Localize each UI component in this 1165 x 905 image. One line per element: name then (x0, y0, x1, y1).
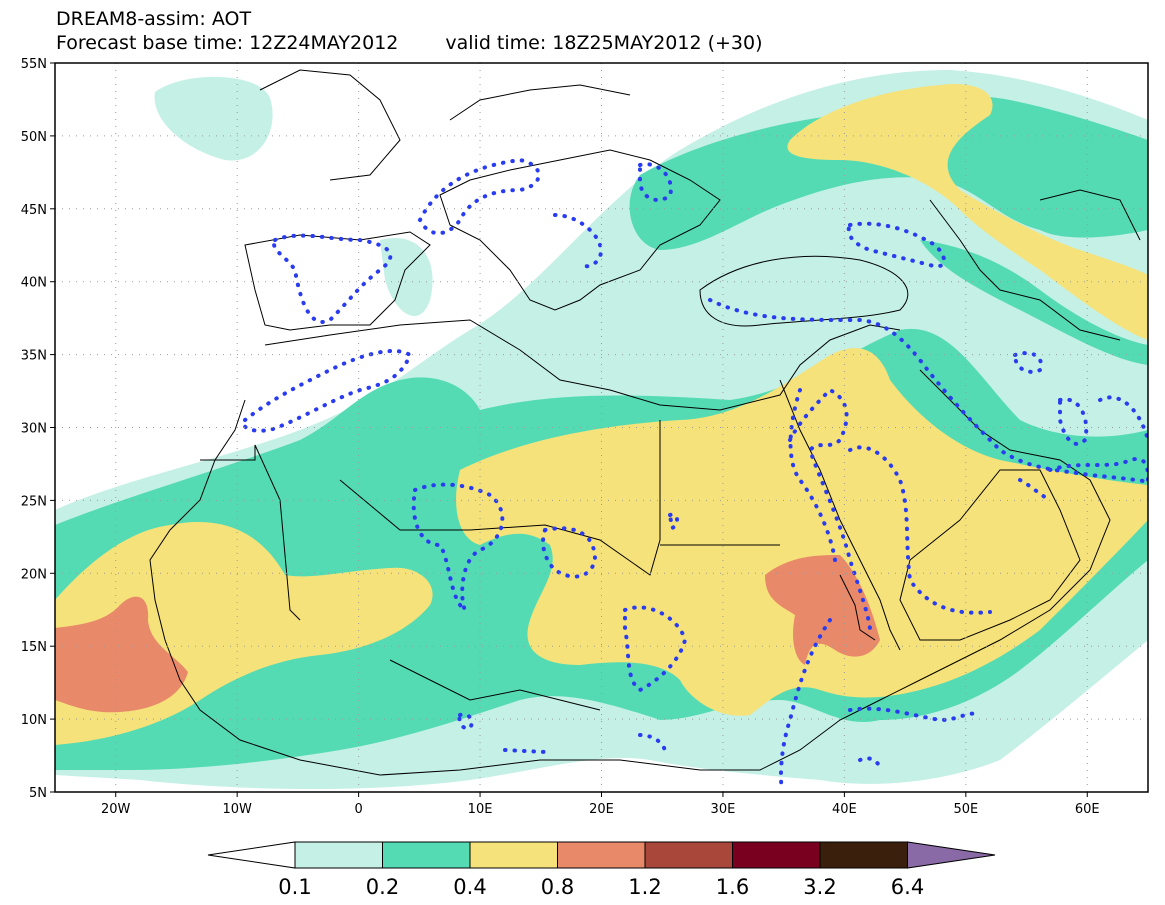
lon-tick-label: 20W (101, 802, 131, 817)
lat-tick-label: 15N (21, 640, 47, 655)
coastlines-borders (149, 69, 1141, 776)
map-title: DREAM8-assim: AOT (56, 8, 252, 30)
latitude-axis: 55N 50N 45N 40N 35N 30N 25N 20N 15N 10N 5N (21, 57, 55, 801)
lat-tick-label: 25N (21, 494, 47, 509)
lat-tick-label: 55N (21, 57, 47, 72)
colorbar-box (732, 841, 821, 869)
map-subtitle: Forecast base time: 12Z24MAY2012 valid ti… (56, 33, 763, 53)
colorbar-label: 1.6 (716, 875, 749, 899)
colorbar-box (294, 841, 383, 869)
colorbar-box (557, 841, 646, 869)
colorbar-label: 0.4 (453, 875, 486, 899)
colorbar-label: 0.8 (541, 875, 574, 899)
lon-tick-label: 30E (711, 802, 736, 817)
lon-tick-label: 60E (1075, 802, 1100, 817)
colorbar: 0.1 0.2 0.4 0.8 1.2 1.6 3.2 6.4 (207, 841, 996, 899)
lat-tick-label: 5N (29, 786, 47, 801)
lat-tick-label: 30N (21, 422, 47, 437)
aot-field-0-8 (55, 555, 880, 713)
colorbar-low-arrow (207, 841, 296, 869)
base-time-label: Forecast base time: 12Z24MAY2012 (56, 32, 399, 54)
lat-tick-label: 50N (21, 130, 47, 145)
colorbar-high-arrow (907, 841, 996, 869)
aot-field-0-4 (55, 84, 1148, 745)
observation-dotted-contours (242, 157, 1148, 792)
lon-tick-label: 0 (354, 802, 362, 817)
valid-time-label: valid time: 18Z25MAY2012 (+30) (445, 32, 763, 54)
lon-tick-label: 10W (222, 802, 252, 817)
lon-tick-label: 40E (832, 802, 857, 817)
longitude-axis: 20W 10W 0 10E 20E 30E 40E 50E 60E (101, 792, 1100, 817)
lon-tick-label: 50E (953, 802, 978, 817)
colorbar-box (469, 841, 558, 869)
lat-tick-label: 10N (21, 713, 47, 728)
graticule (55, 63, 1148, 792)
colorbar-box (382, 841, 471, 869)
colorbar-label: 3.2 (803, 875, 836, 899)
lon-tick-label: 10E (468, 802, 493, 817)
lon-tick-label: 20E (589, 802, 614, 817)
colorbar-label: 1.2 (628, 875, 661, 899)
lat-tick-label: 35N (21, 349, 47, 364)
colorbar-box (819, 841, 908, 869)
lat-tick-label: 20N (21, 567, 47, 582)
colorbar-label: 6.4 (891, 875, 924, 899)
colorbar-box (644, 841, 733, 869)
colorbar-label: 0.1 (278, 875, 311, 899)
lat-tick-label: 40N (21, 276, 47, 291)
colorbar-label: 0.2 (366, 875, 399, 899)
lat-tick-label: 45N (21, 203, 47, 218)
